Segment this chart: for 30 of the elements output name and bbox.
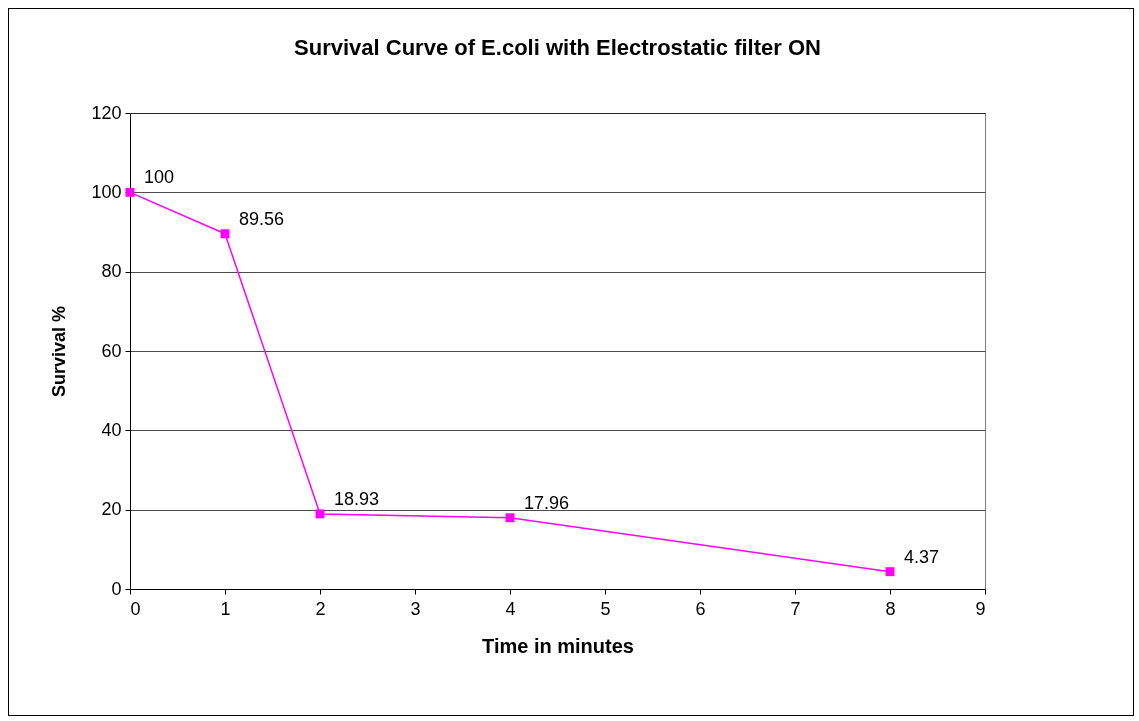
data-label: 4.37 xyxy=(904,546,940,567)
x-tick-label: 7 xyxy=(790,598,801,619)
point xyxy=(220,229,230,239)
x-tick-label: 5 xyxy=(600,598,611,619)
y-tick-label: 20 xyxy=(101,499,122,520)
y-tick-label: 0 xyxy=(111,578,122,599)
x-tick-label: 1 xyxy=(220,598,231,619)
x-tick-label: 2 xyxy=(315,598,326,619)
x-tick-label: 0 xyxy=(130,598,141,619)
data-label: 89.56 xyxy=(239,208,285,229)
x-tick-label: 3 xyxy=(410,598,421,619)
y-tick-label: 80 xyxy=(101,261,122,282)
point xyxy=(885,567,895,577)
chart-title: Survival Curve of E.coli with Electrostatic filter ON xyxy=(294,35,821,60)
point xyxy=(315,509,325,519)
y-tick-label: 40 xyxy=(101,419,122,440)
data-label: 18.93 xyxy=(334,488,380,509)
point xyxy=(125,187,135,197)
x-tick-label: 8 xyxy=(885,598,896,619)
x-axis-title: Time in minutes xyxy=(482,634,634,657)
point xyxy=(505,513,515,523)
x-tick-label: 4 xyxy=(505,598,516,619)
data-label: 100 xyxy=(144,167,175,188)
x-tick-label: 6 xyxy=(695,598,706,619)
y-tick-label: 60 xyxy=(101,340,122,361)
data-label: 17.96 xyxy=(524,492,570,513)
y-tick-label: 100 xyxy=(91,181,122,202)
x-tick-label: 9 xyxy=(975,598,986,619)
y-axis-title: Survival % xyxy=(49,305,70,398)
y-tick-label: 120 xyxy=(91,102,122,123)
